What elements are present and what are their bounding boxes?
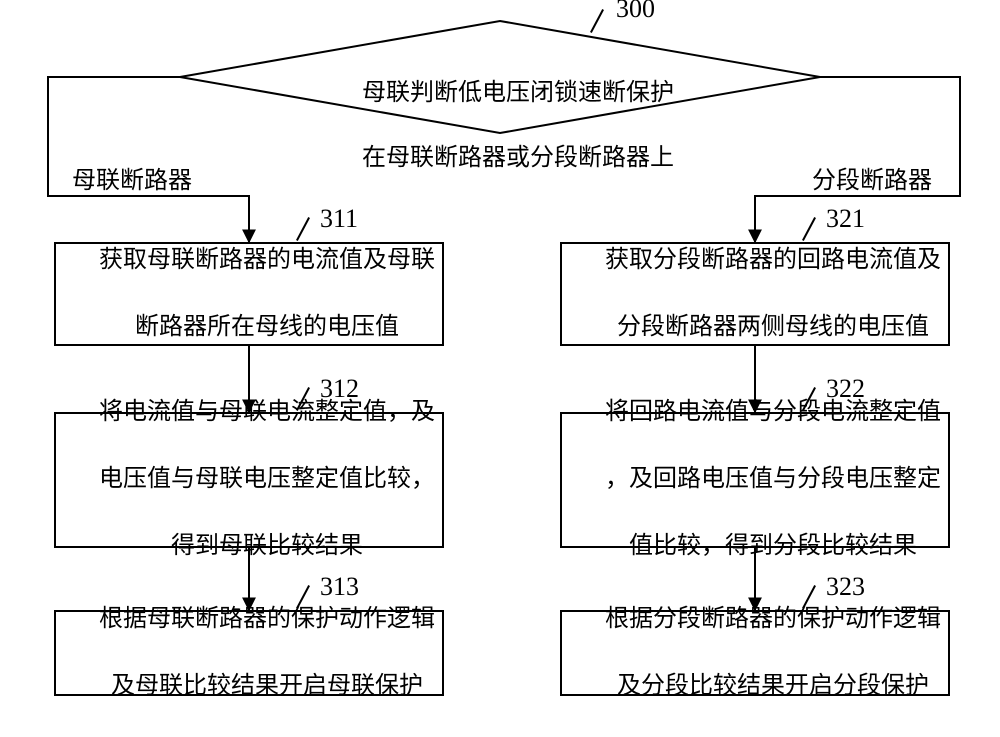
flowchart-canvas: 母联判断低电压闭锁速断保护 在母联断路器或分段断路器上 300 母联断路器 分段…	[0, 0, 1000, 699]
box-311-l2: 断路器所在母线的电压值	[135, 314, 399, 340]
box-312-l1: 将电流值与母联电流整定值，及	[99, 399, 435, 425]
decision-300: 母联判断低电压闭锁速断保护 在母联断路器或分段断路器上	[180, 21, 820, 133]
edge-label-right: 分段断路器	[812, 160, 932, 195]
decision-300-line2: 在母联断路器或分段断路器上	[362, 145, 674, 171]
box-323-l1: 根据分段断路器的保护动作逻辑	[605, 606, 941, 632]
num-300: 300	[616, 0, 655, 24]
box-313: 根据母联断路器的保护动作逻辑 及母联比较结果开启母联保护	[54, 610, 444, 696]
box-321-l1: 获取分段断路器的回路电流值及	[605, 247, 941, 273]
num-312: 312	[320, 374, 359, 404]
box-313-l2: 及母联比较结果开启母联保护	[111, 673, 423, 699]
box-322-l2: ，及回路电压值与分段电压整定	[605, 466, 941, 492]
num-313: 313	[320, 572, 359, 602]
edge-label-left: 母联断路器	[72, 160, 192, 195]
box-311-l1: 获取母联断路器的电流值及母联	[99, 247, 435, 273]
box-311: 获取母联断路器的电流值及母联 断路器所在母线的电压值	[54, 242, 444, 346]
num-322: 322	[826, 374, 865, 404]
box-323: 根据分段断路器的保护动作逻辑 及分段比较结果开启分段保护	[560, 610, 950, 696]
box-321-l2: 分段断路器两侧母线的电压值	[617, 314, 929, 340]
box-312-l2: 电压值与母联电压整定值比较，	[99, 466, 435, 492]
box-322-l1: 将回路电流值与分段电流整定值	[605, 399, 941, 425]
num-323: 323	[826, 572, 865, 602]
box-312-l3: 得到母联比较结果	[171, 533, 363, 559]
box-312: 将电流值与母联电流整定值，及 电压值与母联电压整定值比较， 得到母联比较结果	[54, 412, 444, 548]
box-322: 将回路电流值与分段电流整定值 ，及回路电压值与分段电压整定 值比较，得到分段比较…	[560, 412, 950, 548]
num-311: 311	[320, 204, 358, 234]
num-321: 321	[826, 204, 865, 234]
box-313-l1: 根据母联断路器的保护动作逻辑	[99, 606, 435, 632]
box-322-l3: 值比较，得到分段比较结果	[629, 533, 917, 559]
box-321: 获取分段断路器的回路电流值及 分段断路器两侧母线的电压值	[560, 242, 950, 346]
box-323-l2: 及分段比较结果开启分段保护	[617, 673, 929, 699]
decision-300-line1: 母联判断低电压闭锁速断保护	[362, 80, 674, 106]
